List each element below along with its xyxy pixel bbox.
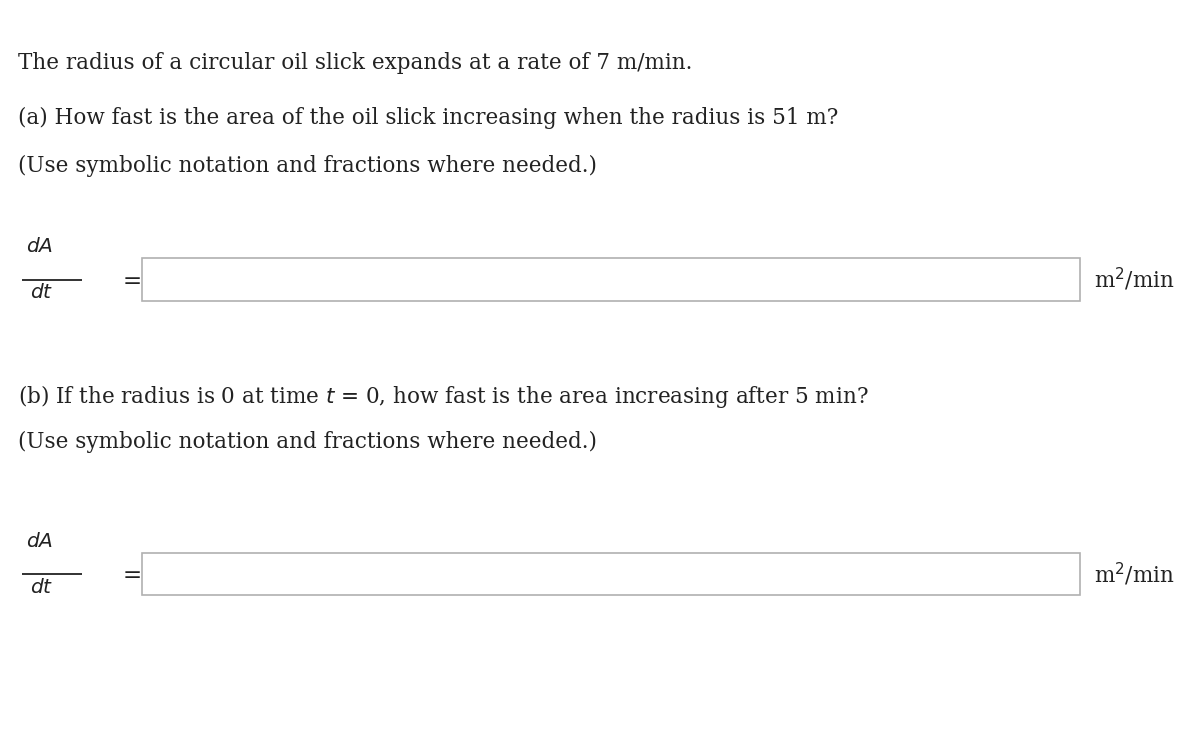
Text: (Use symbolic notation and fractions where needed.): (Use symbolic notation and fractions whe… (18, 155, 598, 177)
FancyBboxPatch shape (142, 258, 1080, 301)
Text: $dA$: $dA$ (26, 237, 54, 256)
Text: $=$: $=$ (118, 269, 140, 291)
Text: (b) If the radius is 0 at time $t$ = 0, how fast is the area increasing after 5 : (b) If the radius is 0 at time $t$ = 0, … (18, 383, 869, 410)
Text: m$^2$/min: m$^2$/min (1094, 561, 1175, 587)
Text: (a) How fast is the area of the oil slick increasing when the radius is 51 m?: (a) How fast is the area of the oil slic… (18, 107, 839, 129)
Text: The radius of a circular oil slick expands at a rate of 7 m/min.: The radius of a circular oil slick expan… (18, 52, 692, 74)
Text: (Use symbolic notation and fractions where needed.): (Use symbolic notation and fractions whe… (18, 431, 598, 453)
Text: m$^2$/min: m$^2$/min (1094, 266, 1175, 293)
Text: $dt$: $dt$ (30, 283, 53, 302)
Text: $dt$: $dt$ (30, 578, 53, 597)
FancyBboxPatch shape (142, 553, 1080, 595)
Text: $=$: $=$ (118, 563, 140, 585)
Text: $dA$: $dA$ (26, 531, 54, 551)
